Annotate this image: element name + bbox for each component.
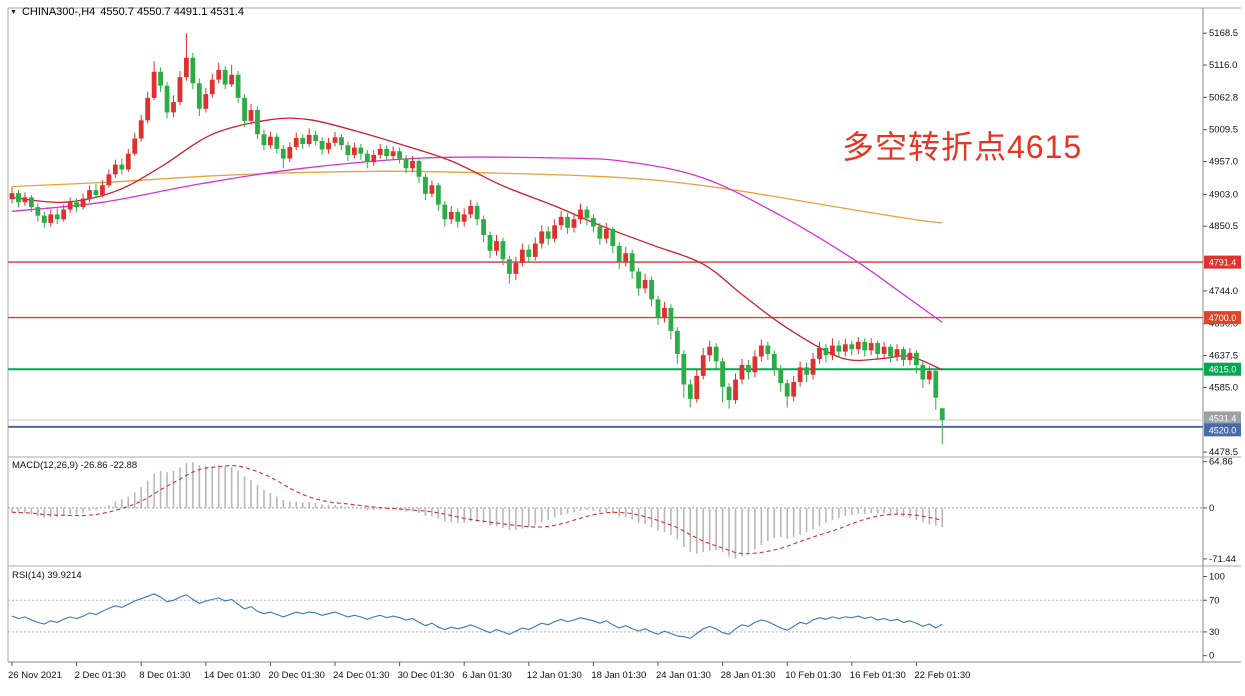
svg-text:4903.0: 4903.0 [1209,189,1238,200]
svg-text:70: 70 [1209,595,1220,606]
annotation-text: 多空转折点4615 [842,129,1083,165]
svg-text:4531.4: 4531.4 [1209,413,1237,423]
svg-text:4744.0: 4744.0 [1209,286,1238,297]
svg-text:4615.0: 4615.0 [1209,365,1237,375]
svg-text:24 Jan 01:30: 24 Jan 01:30 [656,670,711,681]
symbol-title: CHINA300-,H4 [21,6,96,18]
svg-text:26 Nov 2021: 26 Nov 2021 [8,670,62,681]
svg-text:-71.44: -71.44 [1209,554,1236,565]
svg-text:4791.4: 4791.4 [1209,258,1237,268]
svg-text:100: 100 [1209,572,1225,583]
svg-text:4637.5: 4637.5 [1209,351,1238,362]
svg-text:8 Dec 01:30: 8 Dec 01:30 [139,670,190,681]
svg-text:4478.5: 4478.5 [1209,447,1238,458]
svg-text:18 Jan 01:30: 18 Jan 01:30 [591,670,646,681]
svg-text:22 Feb 01:30: 22 Feb 01:30 [914,670,970,681]
rsi-indicator-label: RSI(14) 39.9214 [12,570,82,581]
svg-text:5168.5: 5168.5 [1209,28,1238,39]
svg-text:4700.0: 4700.0 [1209,313,1237,323]
svg-text:30 Dec 01:30: 30 Dec 01:30 [398,670,455,681]
svg-text:2 Dec 01:30: 2 Dec 01:30 [75,670,126,681]
svg-text:6 Jan 01:30: 6 Jan 01:30 [462,670,512,681]
svg-text:0: 0 [1209,503,1214,514]
svg-text:5009.5: 5009.5 [1209,125,1238,136]
svg-text:4957.0: 4957.0 [1209,157,1238,168]
svg-text:20 Dec 01:30: 20 Dec 01:30 [268,670,325,681]
svg-text:30: 30 [1209,627,1220,638]
svg-text:5116.0: 5116.0 [1209,60,1237,71]
collapse-triangle-icon[interactable]: ▼ [10,8,17,16]
svg-text:4850.5: 4850.5 [1209,221,1238,232]
svg-text:0: 0 [1209,651,1214,662]
svg-text:10 Feb 01:30: 10 Feb 01:30 [785,670,841,681]
svg-text:24 Dec 01:30: 24 Dec 01:30 [333,670,390,681]
svg-text:4585.0: 4585.0 [1209,382,1238,393]
svg-text:64.86: 64.86 [1209,457,1233,468]
svg-text:12 Jan 01:30: 12 Jan 01:30 [527,670,582,681]
svg-text:5062.8: 5062.8 [1209,92,1238,103]
svg-text:4520.0: 4520.0 [1209,425,1237,435]
svg-text:14 Dec 01:30: 14 Dec 01:30 [204,670,261,681]
chart-header: ▼ CHINA300-,H4 4550.7 4550.7 4491.1 4531… [10,6,244,18]
macd-indicator-label: MACD(12,26,9) -26.86 -22.88 [12,460,138,471]
svg-text:16 Feb 01:30: 16 Feb 01:30 [850,670,906,681]
svg-text:28 Jan 01:30: 28 Jan 01:30 [721,670,776,681]
svg-text:4690.0: 4690.0 [1209,319,1238,330]
ohlc-quote: 4550.7 4550.7 4491.1 4531.4 [100,6,245,18]
